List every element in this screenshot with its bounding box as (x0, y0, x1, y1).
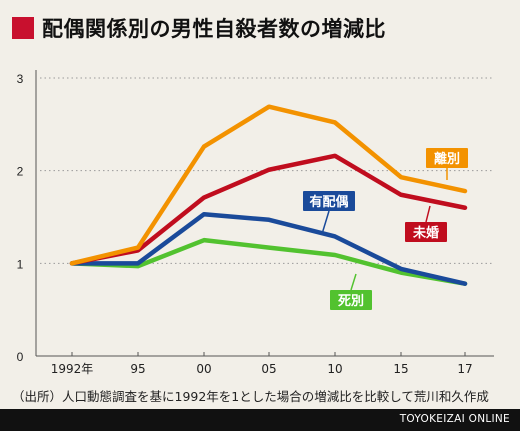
x-tick-label: 1992年 (51, 362, 94, 376)
series-line-0 (69, 104, 468, 266)
source-note: （出所）人口動態調査を基に1992年を1とした場合の増減比を比較して荒川和久作成 (12, 389, 489, 404)
series-label-1: 未婚 (405, 205, 447, 242)
x-tick-label: 17 (457, 362, 472, 376)
series-line-3 (69, 237, 468, 286)
x-tick-label: 95 (130, 362, 145, 376)
chart-title: 配偶関係別の男性自殺者数の増減比 (42, 17, 386, 41)
series-label-3: 死別 (330, 273, 372, 310)
series-name: 未婚 (412, 225, 439, 241)
y-tick-label: 2 (17, 165, 24, 179)
series-line-1 (69, 153, 468, 266)
x-tick-label: 05 (261, 362, 276, 376)
series-name: 有配偶 (309, 194, 348, 210)
series-name: 死別 (338, 294, 364, 309)
label-box (405, 222, 447, 242)
x-tick-label: 10 (327, 362, 342, 376)
y-tick-label: 3 (17, 72, 24, 86)
series-label-0: 離別 (426, 148, 468, 180)
x-tick-label: 15 (393, 362, 408, 376)
y-tick-label: 0 (17, 350, 24, 364)
title-marker (12, 17, 34, 39)
series-layer (69, 104, 468, 286)
series-label-2: 有配偶 (303, 191, 355, 235)
label-box (303, 191, 355, 211)
x-tick-label: 00 (196, 362, 211, 376)
grid-layer (40, 77, 494, 264)
series-name: 離別 (434, 151, 460, 167)
brand-name: TOYOKEIZAI ONLINE (399, 413, 510, 425)
footer-bar: TOYOKEIZAI ONLINE (0, 409, 520, 431)
label-leader-line (350, 273, 357, 291)
label-leader-line (321, 210, 330, 235)
series-line-2 (69, 211, 468, 286)
label-leader-line (425, 205, 431, 223)
axis-layer: 0 1 2 3 1992年 95 00 05 10 15 17 (17, 70, 494, 376)
y-tick-label: 1 (17, 257, 24, 271)
label-box (426, 148, 468, 168)
label-box (330, 290, 372, 310)
title-row: 配偶関係別の男性自殺者数の増減比 (12, 8, 386, 48)
